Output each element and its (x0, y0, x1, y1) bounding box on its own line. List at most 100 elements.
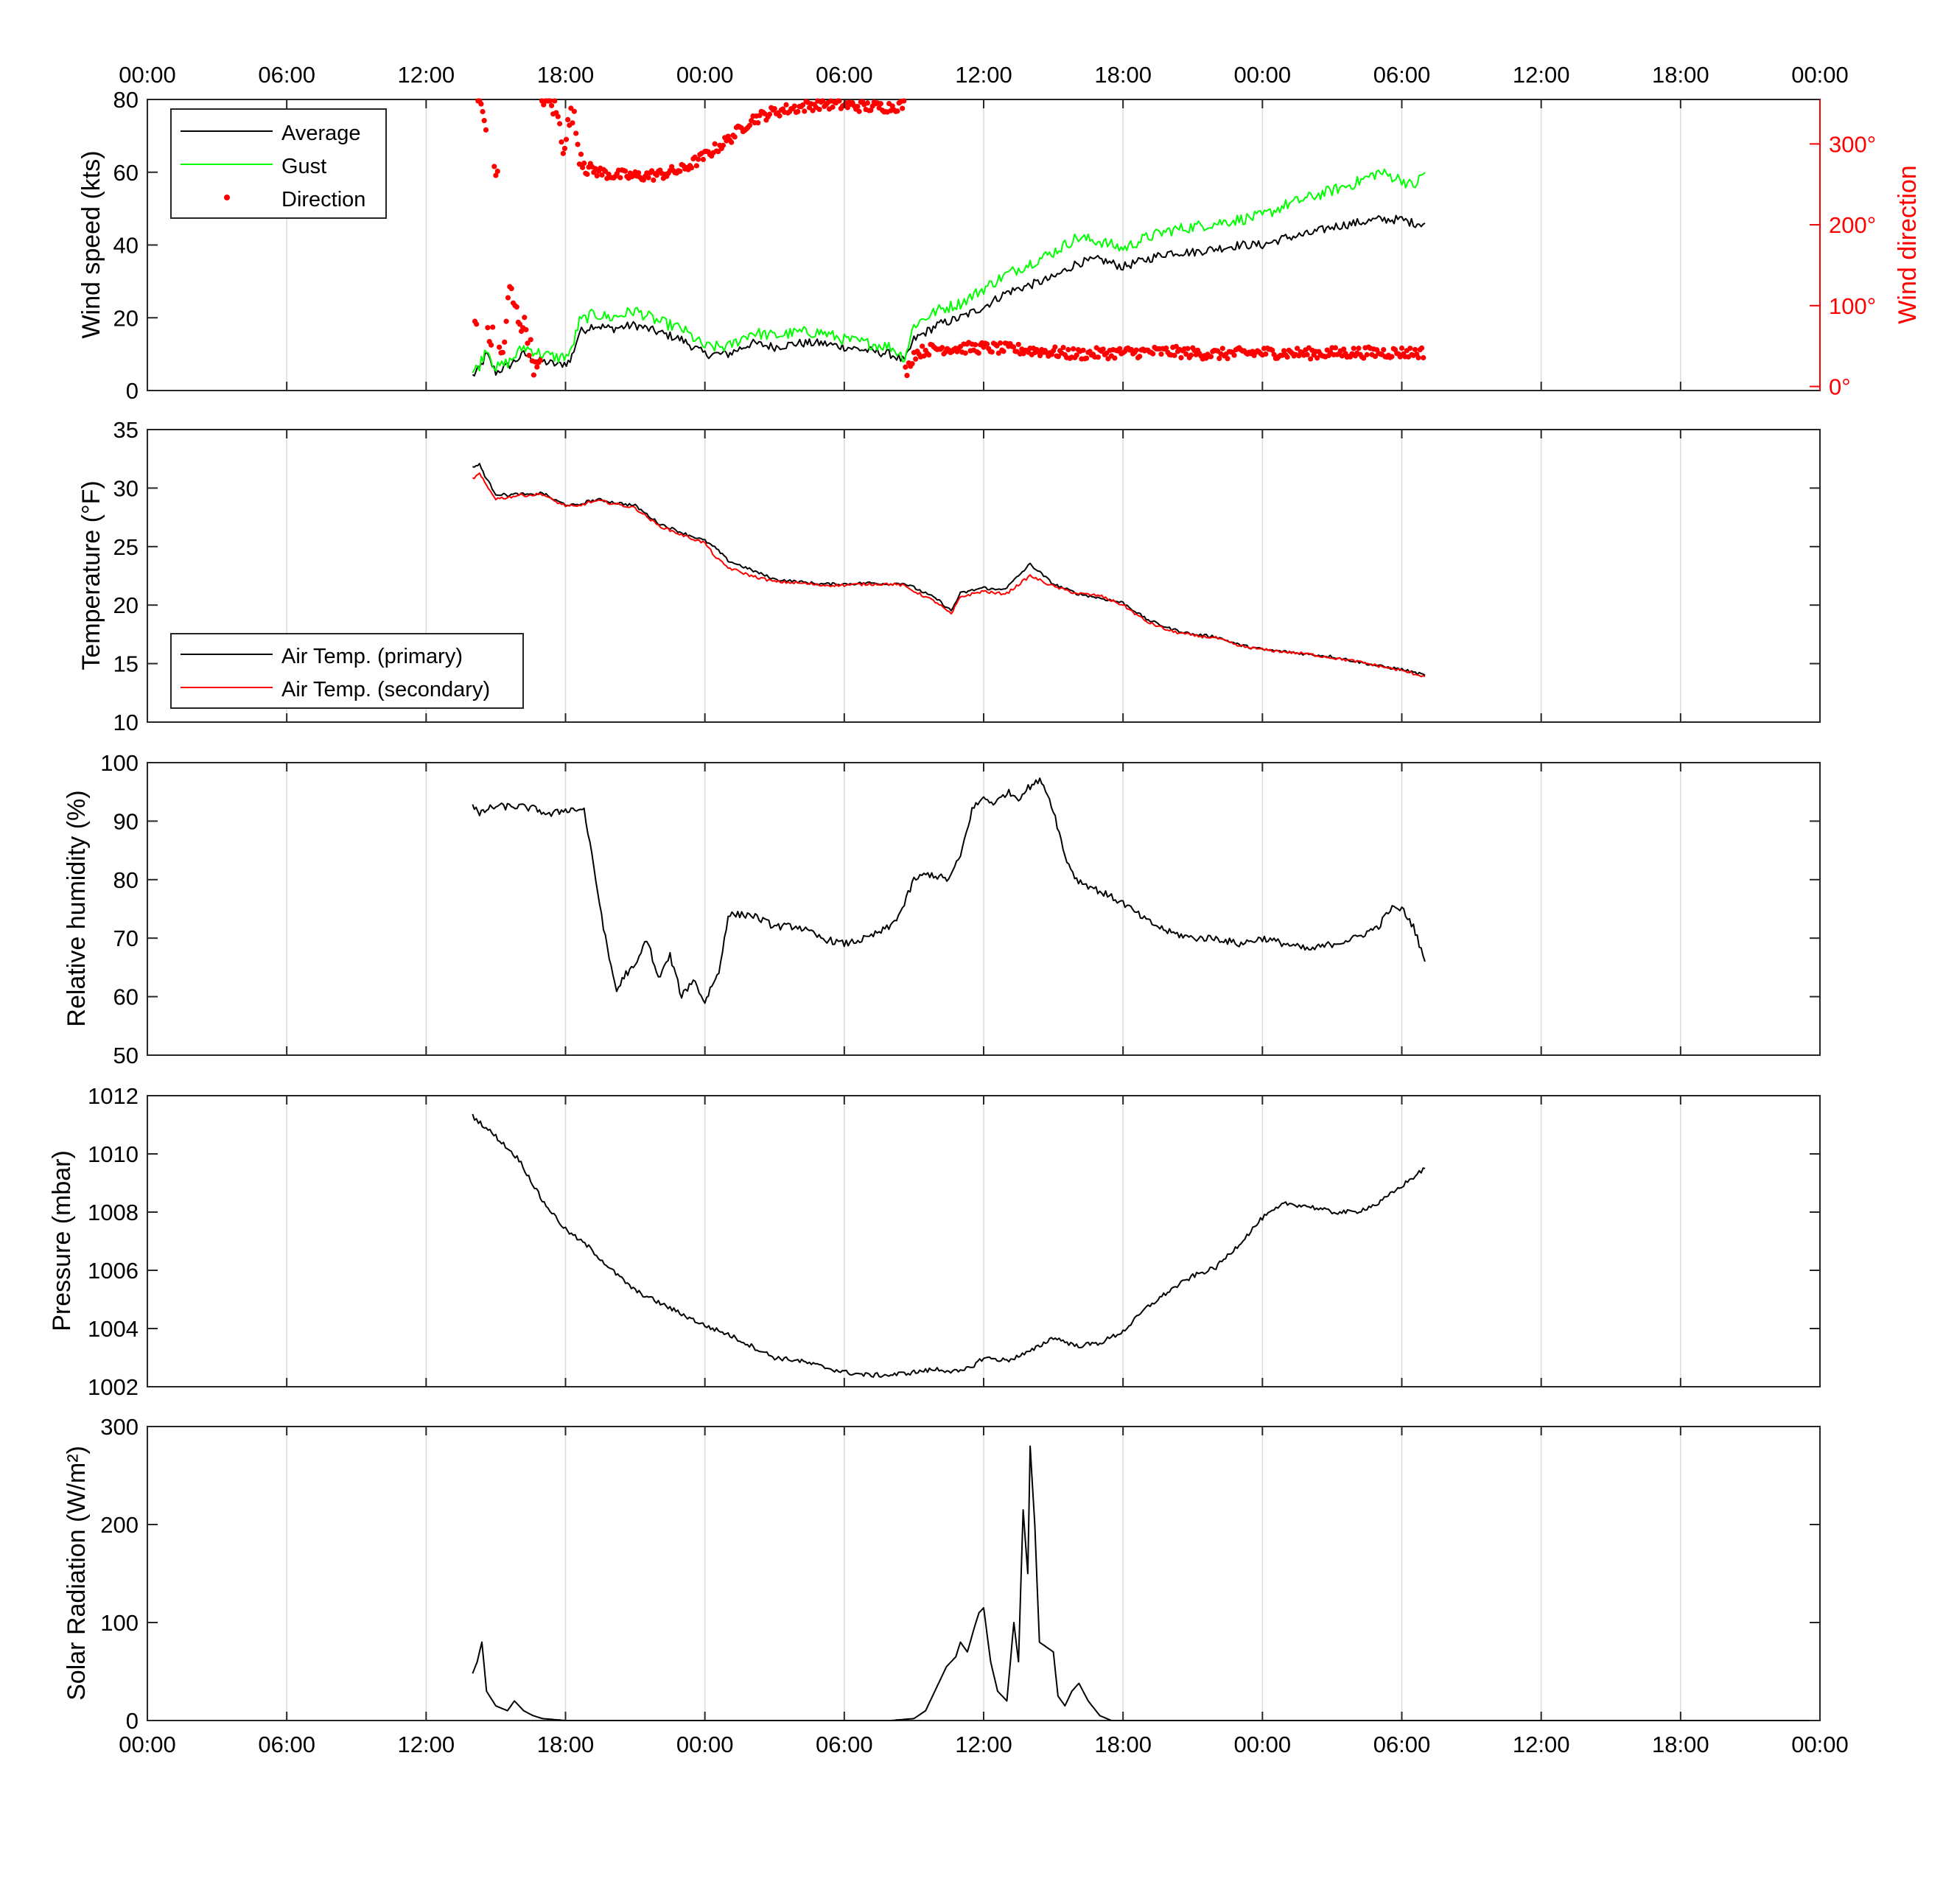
series-line-humidity (472, 777, 1426, 1004)
direction-point (1037, 352, 1043, 359)
y-tick-label: 100 (100, 750, 139, 776)
wind-direction-ticks: 0° 100° 200° 300° (1810, 99, 1876, 400)
direction-point (1080, 347, 1086, 353)
direction-point (490, 324, 496, 330)
direction-point (757, 113, 763, 119)
time-tick-label: 06:00 (816, 1732, 873, 1757)
direction-point (732, 134, 738, 140)
time-tick-label: 18:00 (1652, 62, 1709, 88)
y-tick-label: 50 (113, 1043, 139, 1068)
direction-point (1133, 347, 1139, 353)
direction-point (1015, 341, 1021, 348)
direction-point (1412, 346, 1418, 353)
solar-y-label: Solar Radiation (W/m²) (63, 1446, 91, 1701)
temperature-grid (286, 430, 1681, 722)
series-line-air-temp-secondary (472, 472, 1426, 678)
y-tick-label: 100 (100, 1610, 139, 1636)
y2-tick-label: 200° (1829, 212, 1876, 238)
time-tick-label: 12:00 (955, 62, 1012, 88)
direction-point (903, 364, 909, 370)
time-tick-label: 06:00 (1373, 1732, 1431, 1757)
direction-point (844, 105, 850, 111)
direction-point (762, 111, 768, 116)
direction-point (1010, 344, 1017, 350)
direction-point (1084, 355, 1090, 361)
direction-point (573, 130, 579, 136)
direction-point (1389, 354, 1395, 360)
direction-point (503, 318, 509, 324)
direction-point (1418, 345, 1425, 351)
direction-point (493, 172, 499, 178)
direction-point (1356, 346, 1362, 351)
direction-point (693, 163, 700, 169)
direction-point (1304, 351, 1310, 357)
direction-point (1095, 354, 1101, 360)
y-tick-label: 90 (113, 808, 139, 834)
direction-point (581, 160, 587, 167)
temperature-panel: 10 15 20 25 30 35 Temperature (°F) Air Temp. … (77, 417, 1821, 735)
direction-point (1112, 355, 1118, 361)
direction-point (989, 349, 995, 355)
y-tick-label: 1012 (88, 1083, 139, 1109)
direction-point (836, 98, 842, 104)
direction-point (864, 100, 870, 106)
direction-point (489, 342, 494, 348)
y-tick-label: 80 (113, 87, 139, 113)
direction-point (1150, 351, 1156, 357)
direction-point (481, 118, 487, 124)
humidity-panel: 50 60 70 80 90 100 Relative humidity (%) (63, 750, 1821, 1068)
direction-point (810, 108, 816, 113)
y-tick-label: 0 (126, 1708, 139, 1734)
solar-panel: 0 100 200 300 00:00 06:00 12:00 18:00 00:00 06:0… (63, 1414, 1849, 1757)
solar-series (472, 1445, 1820, 1721)
direction-point (1361, 355, 1367, 361)
direction-point (1398, 345, 1405, 351)
direction-point (1314, 355, 1320, 361)
direction-point (962, 350, 968, 356)
direction-point (1074, 352, 1079, 358)
y-tick-label: 1002 (88, 1374, 139, 1400)
direction-point (491, 164, 497, 169)
direction-point (617, 175, 623, 181)
temperature-y-label: Temperature (°F) (77, 480, 105, 670)
direction-point (795, 108, 801, 115)
time-tick-label: 18:00 (1094, 62, 1152, 88)
humidity-y-ticks: 50 60 70 80 90 100 (100, 750, 1821, 1068)
direction-point (1071, 346, 1076, 351)
time-tick-label: 00:00 (1791, 1732, 1849, 1757)
time-tick-label: 06:00 (1373, 62, 1431, 88)
direction-point (1055, 354, 1061, 360)
wind-y-label: Wind speed (kts) (77, 150, 105, 338)
direction-point (480, 108, 486, 115)
direction-point (1208, 354, 1214, 360)
series-line-solar (472, 1445, 1820, 1721)
legend-gust-label: Gust (281, 155, 326, 178)
direction-point (1415, 354, 1421, 361)
direction-point (1219, 346, 1225, 351)
direction-point (1060, 344, 1066, 351)
pressure-grid (286, 1096, 1681, 1387)
direction-point (1172, 352, 1177, 358)
direction-point (791, 103, 797, 109)
direction-point (1100, 346, 1106, 352)
direction-point (1341, 346, 1347, 352)
direction-point (939, 345, 945, 351)
direction-point (1216, 355, 1222, 362)
direction-point (575, 141, 581, 147)
direction-point (528, 337, 533, 343)
time-tick-label: 12:00 (955, 1732, 1012, 1757)
direction-point (654, 172, 659, 178)
direction-point (766, 111, 773, 117)
direction-point (559, 139, 564, 145)
y-tick-label: 60 (113, 160, 139, 186)
time-tick-label: 18:00 (1094, 1732, 1152, 1757)
direction-point (505, 295, 511, 301)
direction-point (677, 168, 683, 175)
direction-point (1381, 346, 1387, 353)
time-tick-label: 12:00 (398, 1732, 455, 1757)
y-tick-label: 300 (100, 1414, 139, 1440)
direction-point (729, 139, 735, 145)
direction-point (799, 102, 806, 108)
direction-point (555, 113, 561, 119)
